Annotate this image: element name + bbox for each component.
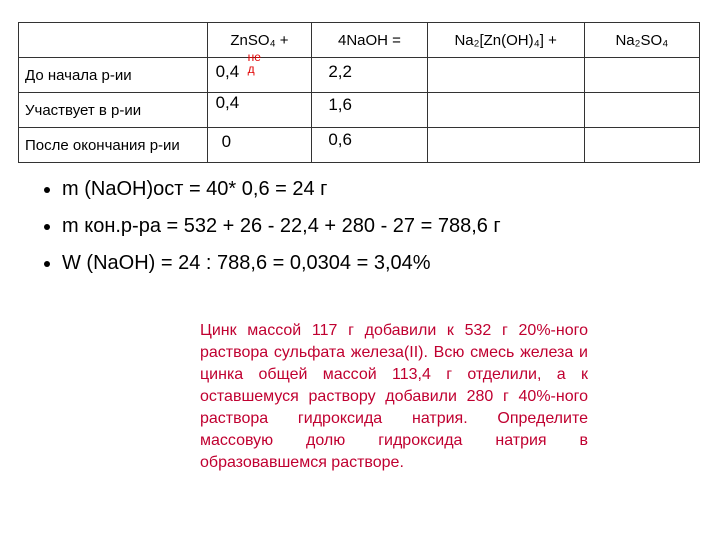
value-r0c2: 2,2	[328, 62, 352, 82]
value-r1c2: 1,6	[328, 95, 352, 115]
bullet-mass-fraction: W (NaOH) = 24 : 788,6 = 0,0304 = 3,04%	[62, 252, 680, 275]
row-label-during: Участвует в р-ии	[19, 93, 208, 128]
header-cell-empty	[19, 23, 208, 58]
cell-r1c2: 1,6	[312, 93, 427, 128]
bullet-mass-solution: m кон.р-ра = 532 + 26 - 22,4 + 280 - 27 …	[62, 215, 680, 238]
cell-r0c1: 0,4 не д	[207, 58, 312, 93]
table-row: До начала р-ии 0,4 не д 2,2	[19, 58, 700, 93]
header-cell-complex: Na₂[Zn(OH)₄] +	[427, 23, 584, 58]
cell-r1c4	[584, 93, 699, 128]
red-note-line2: д	[248, 64, 255, 75]
header-cell-naoh: 4NaOH =	[312, 23, 427, 58]
table-row: Участвует в р-ии 0,4 1,6	[19, 93, 700, 128]
cell-r0c3	[427, 58, 584, 93]
cell-r1c3	[427, 93, 584, 128]
problem-statement: Цинк массой 117 г добавили к 532 г 20%-н…	[200, 320, 588, 474]
calculation-list: m (NaOH)ост = 40* 0,6 = 24 г m кон.р-ра …	[40, 178, 680, 289]
table-header-row: ZnSO₄ + 4NaOH = Na₂[Zn(OH)₄] + Na₂SO₄	[19, 23, 700, 58]
cell-r1c1: 0,4	[207, 93, 312, 128]
bullet-mass-naoh-remaining: m (NaOH)ост = 40* 0,6 = 24 г	[62, 178, 680, 201]
table: ZnSO₄ + 4NaOH = Na₂[Zn(OH)₄] + Na₂SO₄ До…	[18, 22, 700, 163]
cell-r2c2: 0,6	[312, 128, 427, 163]
value-r2c2: 0,6	[328, 130, 352, 150]
header-cell-na2so4: Na₂SO₄	[584, 23, 699, 58]
cell-r2c1: 0	[207, 128, 312, 163]
cell-r0c2: 2,2	[312, 58, 427, 93]
cell-r0c4	[584, 58, 699, 93]
row-label-after: После окончания р-ии	[19, 128, 208, 163]
value-r0c1: 0,4	[216, 62, 240, 82]
row-label-before: До начала р-ии	[19, 58, 208, 93]
cell-r2c3	[427, 128, 584, 163]
reaction-table: ZnSO₄ + 4NaOH = Na₂[Zn(OH)₄] + Na₂SO₄ До…	[18, 22, 700, 163]
table-row: После окончания р-ии 0 0,6	[19, 128, 700, 163]
value-r2c1: 0	[222, 132, 231, 152]
value-r1c1: 0,4	[216, 93, 240, 113]
cell-r2c4	[584, 128, 699, 163]
